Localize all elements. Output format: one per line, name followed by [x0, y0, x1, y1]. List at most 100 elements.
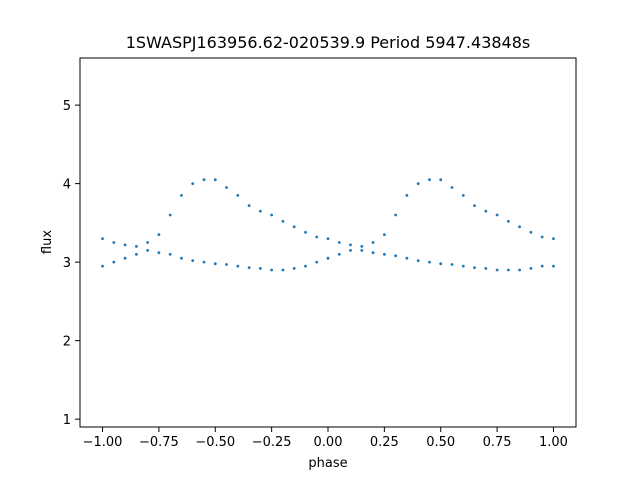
data-point	[304, 264, 307, 268]
data-point	[168, 252, 172, 256]
data-point	[157, 251, 161, 255]
data-point	[202, 178, 206, 182]
y-tick-label: 1	[63, 413, 71, 428]
data-point	[439, 178, 443, 182]
data-point	[337, 252, 341, 256]
data-point	[405, 194, 409, 197]
data-point	[371, 251, 375, 255]
data-point	[315, 260, 319, 264]
data-point	[112, 260, 116, 264]
x-tick-label: −0.50	[195, 435, 235, 450]
y-axis: 1 2 3 4 5	[63, 99, 80, 428]
data-point	[281, 219, 285, 223]
y-tick-label: 5	[63, 99, 71, 114]
data-point	[123, 243, 127, 247]
data-point	[394, 254, 397, 258]
data-point	[315, 235, 319, 239]
data-point	[405, 256, 409, 260]
data-point	[495, 268, 499, 272]
data-point	[135, 245, 138, 248]
data-point	[270, 213, 273, 217]
data-point	[180, 194, 183, 197]
x-tick-label: −1.00	[83, 435, 123, 450]
data-point	[225, 186, 228, 189]
data-point	[225, 263, 228, 266]
data-point	[213, 178, 217, 182]
x-tick-label: −0.25	[252, 435, 292, 450]
data-point	[146, 249, 150, 252]
data-point	[180, 256, 183, 260]
data-point	[360, 249, 364, 252]
data-point	[191, 182, 195, 186]
data-point	[135, 252, 138, 256]
data-point	[383, 252, 386, 256]
x-tick-label: 1.00	[539, 435, 568, 450]
data-point	[292, 225, 296, 229]
data-point	[202, 260, 206, 264]
data-point	[157, 233, 161, 237]
data-point	[123, 256, 127, 260]
chart-title: 1SWASPJ163956.62-020539.9 Period 5947.43…	[126, 33, 531, 52]
x-axis-label: phase	[308, 456, 347, 471]
data-point	[337, 241, 341, 244]
data-point	[416, 259, 420, 262]
data-point	[439, 262, 443, 266]
data-point	[101, 237, 104, 241]
data-point	[236, 194, 240, 197]
data-point	[349, 243, 352, 247]
data-point	[168, 213, 172, 217]
x-axis: −1.00 −0.75 −0.50 −0.25 0.00 0.25 0.50 0.75 1.00	[83, 427, 568, 450]
data-point	[461, 264, 465, 268]
data-point	[259, 209, 262, 213]
data-point	[529, 267, 533, 270]
y-axis-label: flux	[40, 230, 55, 254]
data-point	[247, 266, 251, 269]
data-point	[259, 267, 262, 270]
data-point	[371, 241, 375, 244]
data-point	[281, 268, 285, 272]
data-point	[270, 268, 273, 272]
data-point	[360, 245, 364, 248]
data-point	[428, 260, 431, 264]
y-tick-label: 4	[63, 178, 71, 193]
data-point	[236, 264, 240, 268]
data-point	[552, 237, 555, 241]
data-point	[383, 233, 386, 237]
data-point	[507, 268, 510, 272]
data-point	[540, 264, 544, 268]
y-tick-label: 3	[63, 256, 71, 271]
x-tick-label: 0.50	[426, 435, 455, 450]
x-tick-label: 0.00	[314, 435, 343, 450]
data-point	[473, 266, 476, 269]
data-point	[552, 264, 555, 268]
data-point	[292, 267, 296, 270]
data-point	[247, 204, 251, 208]
data-point	[540, 235, 544, 239]
x-tick-label: −0.75	[139, 435, 179, 450]
data-point	[450, 263, 454, 266]
data-point	[112, 241, 116, 244]
data-point	[304, 230, 307, 234]
data-point	[518, 268, 521, 272]
data-point	[349, 249, 352, 252]
data-points	[101, 178, 555, 272]
data-point	[450, 186, 454, 189]
x-tick-label: 0.75	[483, 435, 512, 450]
data-point	[326, 256, 330, 260]
data-point	[326, 237, 330, 241]
data-point	[394, 213, 397, 217]
y-tick-label: 2	[63, 335, 71, 350]
data-point	[146, 241, 150, 244]
data-point	[507, 219, 510, 223]
data-point	[484, 267, 488, 270]
data-point	[416, 182, 420, 186]
data-point	[213, 262, 217, 266]
data-point	[191, 259, 195, 262]
data-point	[473, 204, 476, 208]
data-point	[529, 230, 533, 234]
data-point	[484, 209, 488, 213]
data-point	[461, 194, 465, 197]
data-point	[495, 213, 499, 217]
